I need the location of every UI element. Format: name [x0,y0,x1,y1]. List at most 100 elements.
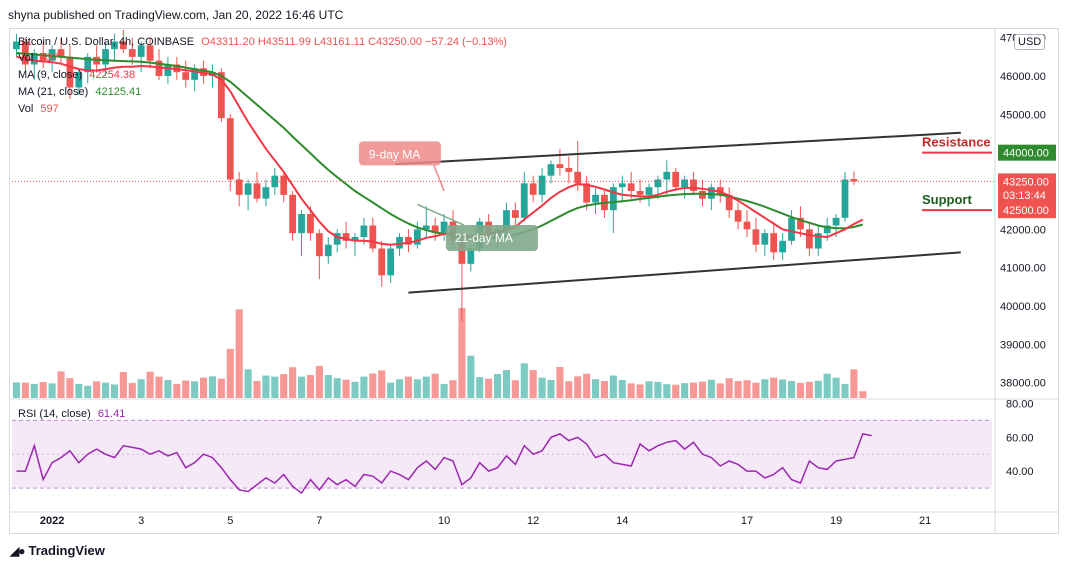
volume-bar [378,370,386,398]
volume-bar [636,384,644,398]
volume-bar [182,380,190,398]
candle-body [770,233,778,253]
candle-body [111,41,118,50]
tradingview-logo[interactable]: ◢● TradingView [10,543,105,558]
candle-body [503,210,510,230]
volume-bar [315,365,323,398]
volume-bar [271,376,279,398]
candle-body [583,183,591,203]
candle-body [164,64,172,76]
candle-body [681,179,689,188]
volume-bar [814,380,822,398]
rsi-line [16,433,872,495]
volume-bar [574,376,582,398]
candle-body [805,229,813,249]
ma21-line [16,52,864,240]
candle-body [413,229,421,245]
volume-bar [280,374,288,398]
candle-body [841,179,849,218]
ma9-line [16,55,864,246]
volume-bar [191,381,199,398]
candle-body [797,217,804,230]
y-tick-label: 39000.00 [1000,339,1046,351]
x-tick-label: 3 [138,515,144,527]
legend-vol2-label: Vol [18,103,34,115]
ma21-callout-pointer [417,203,465,226]
candle-body [431,225,439,234]
rsi-tick-label: 60.00 [1006,432,1034,444]
candle-body [342,233,350,241]
volume-bar [57,371,65,398]
candle-body [814,233,822,249]
volume-bar [689,382,698,398]
candle-body [663,171,671,180]
volume-bar [306,375,315,398]
legend-rsi-label: RSI (14, close) [18,408,91,420]
candle-body [119,41,127,50]
candle-body [779,240,787,253]
currency-badge[interactable]: USD [1014,34,1046,50]
volume-bar [672,384,680,398]
volume-bar [583,373,591,398]
volume-bar [208,376,217,398]
candle-body [734,210,742,222]
volume-bar [556,366,564,398]
candle-body [823,225,831,234]
volume-bar [404,376,413,398]
x-tick-label: 7 [316,515,322,527]
candle-body [280,175,288,195]
candle-body [609,187,617,211]
volume-bar [173,383,181,398]
candle-body [57,49,65,57]
candle-body [529,183,537,195]
volume-bar [164,380,172,398]
candle-body [48,49,56,61]
candle-body [699,191,706,199]
candle-body [262,187,270,199]
volume-bar [253,381,261,398]
volume-bar [431,373,439,398]
volume-bar [663,384,671,398]
y-tick-label: 42000.00 [1000,224,1046,236]
candle-body [636,191,644,195]
candle-body [369,225,377,249]
candle-body [226,118,234,180]
volume-bar [645,381,653,398]
candle-body [832,217,840,226]
volume-bar [520,363,528,398]
rsi-tick-label: 80.00 [1006,398,1034,410]
volume-bar [850,369,858,398]
candle-body [298,214,305,234]
volume-bar [716,383,724,398]
price-label: 03:13:44 [1003,190,1046,202]
chart-frame [9,28,1059,534]
candle-body [574,171,582,184]
volume-bar [155,376,163,398]
candle-body [707,187,715,199]
candle-body [422,225,430,230]
volume-bar [627,383,635,398]
candle-body [654,179,662,188]
volume-bar [66,378,74,398]
legend-rsi-value: 61.41 [97,408,126,420]
candle-body [307,214,314,234]
volume-bar [440,383,448,398]
candle-body [645,187,653,195]
volume-bar [859,391,867,398]
volume-bar [841,383,849,398]
volume-bar [137,379,145,398]
candle-body [182,72,190,80]
ma9-callout-box [358,141,441,166]
volume-bar [119,371,127,398]
candle-body [146,45,154,61]
candle-body [324,244,332,257]
volume-bar [600,381,609,398]
legend-ma9: MA (9, close) 42254.38 [18,68,139,82]
candle-body [102,49,109,65]
candle-body [66,56,74,88]
candle-body [128,49,136,57]
candle-body [13,41,20,50]
candle-body [253,183,261,199]
candle-body [289,194,297,234]
